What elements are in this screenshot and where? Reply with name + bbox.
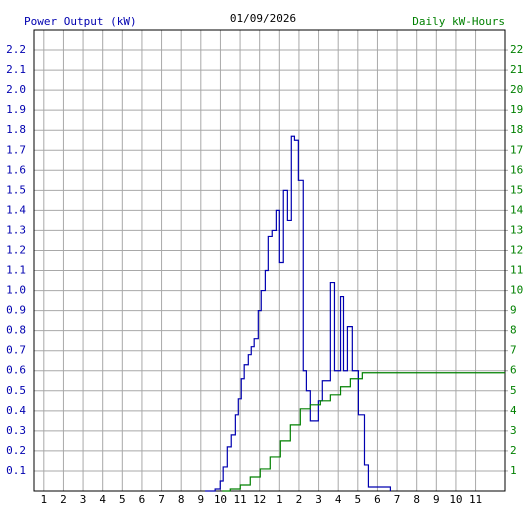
x-tick-label: 4 [99,493,106,506]
x-tick-label: 11 [469,493,482,506]
y2-tick-label: 16 [510,163,523,176]
y-tick-label: 0.4 [6,404,26,417]
y-tick-label: 2.1 [6,63,26,76]
y-tick-label: 0.2 [6,444,26,457]
x-tick-label: 1 [276,493,283,506]
x-tick-label: 6 [139,493,146,506]
y2-tick-label: 3 [510,424,517,437]
y-tick-label: 1.6 [6,163,26,176]
series-line [205,135,391,492]
y-tick-label: 1.5 [6,183,26,196]
y2-tick-label: 22 [510,43,523,56]
y-tick-label: 0.7 [6,344,26,357]
x-tick-label: 10 [449,493,462,506]
y2-tick-label: 2 [510,444,517,457]
x-tick-label: 7 [394,493,401,506]
x-tick-label: 4 [335,493,342,506]
y-tick-label: 0.1 [6,464,26,477]
y-tick-label: 0.6 [6,364,26,377]
y-axis-title: Power Output (kW) [24,15,137,28]
y2-tick-label: 4 [510,404,517,417]
x-tick-label: 2 [296,493,303,506]
x-tick-label: 9 [433,493,440,506]
x-tick-label: 7 [158,493,165,506]
y-tick-label: 0.8 [6,324,26,337]
x-tick-label: 1 [41,493,48,506]
x-tick-label: 5 [119,493,126,506]
y2-tick-label: 17 [510,143,523,156]
y2-tick-label: 6 [510,364,517,377]
y2-tick-label: 18 [510,123,523,136]
series-line [222,372,505,492]
y2-tick-label: 7 [510,344,517,357]
x-tick-label: 11 [233,493,246,506]
x-tick-label: 3 [80,493,87,506]
y-tick-label: 1.3 [6,223,26,236]
y-tick-label: 0.9 [6,304,26,317]
y2-tick-label: 20 [510,83,523,96]
x-tick-label: 9 [198,493,205,506]
y2-tick-label: 8 [510,324,517,337]
y2-tick-label: 15 [510,183,523,196]
x-tick-label: 5 [355,493,362,506]
x-tick-label: 3 [315,493,322,506]
x-tick-label: 6 [374,493,381,506]
y-tick-label: 1.0 [6,284,26,297]
y2-tick-label: 14 [510,203,524,216]
y2-tick-label: 1 [510,464,517,477]
y-tick-label: 1.4 [6,203,26,216]
x-tick-label: 12 [253,493,266,506]
y2-tick-label: 10 [510,284,523,297]
y2-tick-label: 19 [510,103,523,116]
y2-tick-label: 11 [510,264,523,277]
x-tick-label: 2 [60,493,67,506]
y-tick-label: 1.7 [6,143,26,156]
y2-tick-label: 21 [510,63,523,76]
y-tick-label: 1.9 [6,103,26,116]
plot-border [33,29,506,492]
x-tick-label: 8 [178,493,185,506]
y2-tick-label: 12 [510,243,523,256]
chart-title: 01/09/2026 [230,12,296,25]
y2-axis-title: Daily kW-Hours [412,15,505,28]
y-tick-label: 2.0 [6,83,26,96]
y-tick-label: 1.2 [6,243,26,256]
x-tick-label: 8 [413,493,420,506]
y2-tick-label: 13 [510,223,523,236]
x-tick-label: 10 [214,493,227,506]
y-tick-label: 1.8 [6,123,26,136]
y2-tick-label: 9 [510,304,517,317]
y-tick-label: 0.3 [6,424,26,437]
y-tick-label: 2.2 [6,43,26,56]
y2-tick-label: 5 [510,384,517,397]
y-tick-label: 0.5 [6,384,26,397]
y-tick-label: 1.1 [6,264,26,277]
